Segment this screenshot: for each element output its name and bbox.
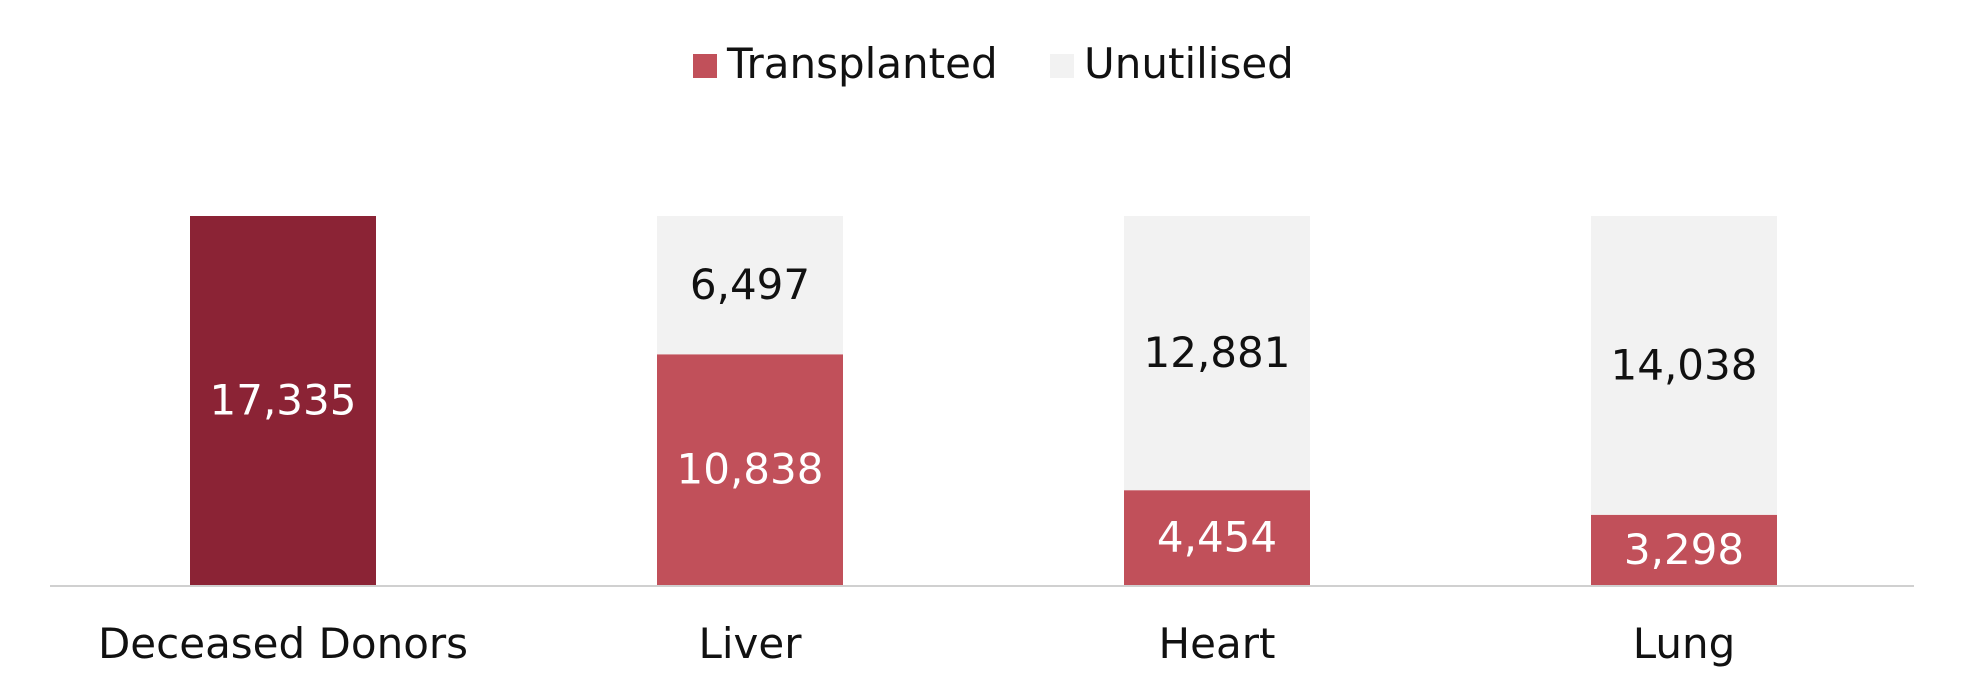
- bar-unutilised-1: [657, 216, 843, 355]
- x-axis-labels: Deceased Donors Liver Heart Lung: [98, 619, 1735, 668]
- x-tick-label-1: Liver: [698, 619, 802, 668]
- x-tick-label-2: Heart: [1159, 619, 1276, 668]
- data-label-transplanted-1: 10,838: [677, 445, 824, 494]
- legend: Transplanted Unutilised: [693, 39, 1294, 88]
- legend-label-transplanted: Transplanted: [726, 39, 998, 88]
- bar-transplanted-1: [657, 354, 843, 585]
- legend-swatch-transplanted: [693, 54, 717, 78]
- bar-transplanted-2: [1124, 490, 1310, 585]
- x-tick-label-3: Lung: [1633, 619, 1736, 668]
- bars: 17,335 10,838 4,454 3,298 6,497 12,881 14,038: [190, 215, 1777, 585]
- data-label-total-0: 17,335: [210, 376, 357, 425]
- bar-total-0: [190, 216, 376, 585]
- bar-unutilised-3: [1591, 215, 1777, 515]
- data-label-transplanted-2: 4,454: [1157, 513, 1277, 562]
- data-label-transplanted-3: 3,298: [1624, 525, 1744, 574]
- data-label-unutilised-1: 6,497: [690, 260, 810, 309]
- data-label-unutilised-3: 14,038: [1611, 340, 1758, 389]
- data-label-unutilised-2: 12,881: [1144, 328, 1291, 377]
- bar-transplanted-3: [1591, 514, 1777, 585]
- legend-label-unutilised: Unutilised: [1084, 39, 1294, 88]
- legend-swatch-unutilised: [1050, 54, 1074, 78]
- x-tick-label-0: Deceased Donors: [98, 619, 468, 668]
- bar-unutilised-2: [1124, 216, 1310, 491]
